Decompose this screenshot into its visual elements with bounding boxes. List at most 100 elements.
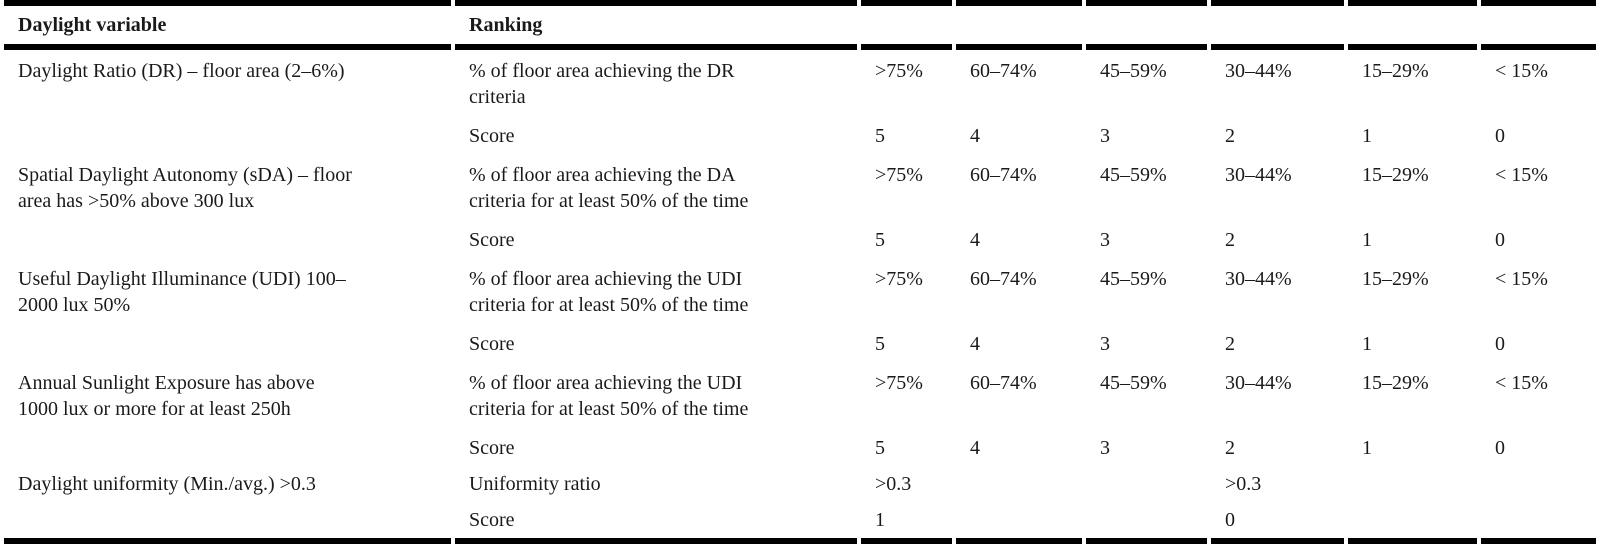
variable-spacer-cell — [4, 430, 451, 466]
header-spacer — [1481, 0, 1596, 50]
score-cell: 0 — [1211, 502, 1344, 544]
range-cell: 45–59% — [1100, 268, 1167, 290]
score-row: Score 1 0 — [4, 502, 1596, 544]
header-spacer — [956, 0, 1082, 50]
score-cell: 0 — [1495, 229, 1505, 251]
range-cell: >0.3 — [1225, 473, 1262, 495]
score-cell: 3 — [1100, 437, 1110, 459]
range-cell: 30–44% — [1225, 372, 1292, 394]
criteria-cell: % of floor area achieving the UDI criter… — [469, 372, 749, 420]
header-spacer — [1086, 0, 1207, 50]
range-cell: 30–44% — [1225, 164, 1292, 186]
score-cell: 1 — [1362, 333, 1372, 355]
range-cell: 30–44% — [1225, 268, 1292, 290]
score-row: Score 5 4 3 2 1 0 — [4, 326, 1596, 362]
score-cell: 5 — [875, 125, 885, 147]
criteria-row: Annual Sunlight Exposure has above 1000 … — [4, 362, 1596, 430]
range-cell: 60–74% — [970, 60, 1037, 82]
criteria-row: Spatial Daylight Autonomy (sDA) – floor … — [4, 154, 1596, 222]
score-cell: 0 — [1495, 437, 1505, 459]
range-cell — [956, 466, 1082, 502]
score-row: Score 5 4 3 2 1 0 — [4, 118, 1596, 154]
range-cell: 60–74% — [970, 372, 1037, 394]
score-cell: 2 — [1225, 333, 1235, 355]
criteria-row: Daylight Ratio (DR) – floor area (2–6%)%… — [4, 50, 1596, 118]
range-cell — [1086, 466, 1207, 502]
range-cell: < 15% — [1495, 372, 1548, 394]
range-cell: 15–29% — [1362, 372, 1429, 394]
range-cell: 15–29% — [1362, 164, 1429, 186]
criteria-row: Daylight uniformity (Min./avg.) >0.3 Unif… — [4, 466, 1596, 502]
variable-cell: Annual Sunlight Exposure has above 1000 … — [18, 372, 315, 420]
range-cell: 60–74% — [970, 164, 1037, 186]
score-cell — [1348, 502, 1477, 544]
score-cell: 4 — [970, 125, 980, 147]
range-cell: < 15% — [1495, 164, 1548, 186]
range-cell: 15–29% — [1362, 268, 1429, 290]
score-cell: 3 — [1100, 125, 1110, 147]
range-cell: 15–29% — [1362, 60, 1429, 82]
variable-cell: Daylight Ratio (DR) – floor area (2–6%) — [18, 60, 345, 82]
score-label-cell: Score — [469, 125, 515, 147]
header-spacer — [1348, 0, 1477, 50]
header-daylight-variable: Daylight variable — [4, 0, 451, 50]
range-cell: < 15% — [1495, 60, 1548, 82]
variable-cell: Useful Daylight Illuminance (UDI) 100– 2… — [18, 268, 346, 316]
score-label-cell: Score — [455, 502, 857, 544]
criteria-cell: % of floor area achieving the UDI criter… — [469, 268, 749, 316]
score-row: Score 5 4 3 2 1 0 — [4, 222, 1596, 258]
criteria-cell: % of floor area achieving the DA criteri… — [469, 164, 749, 212]
range-cell — [1481, 466, 1596, 502]
range-cell: >75% — [875, 372, 923, 394]
table-body: Daylight Ratio (DR) – floor area (2–6%)%… — [4, 50, 1596, 544]
score-cell: 0 — [1495, 125, 1505, 147]
score-cell: 2 — [1225, 437, 1235, 459]
criteria-cell: % of floor area achieving the DR criteri… — [469, 60, 735, 108]
score-row: Score 5 4 3 2 1 0 — [4, 430, 1596, 466]
score-cell: 3 — [1100, 229, 1110, 251]
header-row: Daylight variable Ranking — [4, 0, 1596, 50]
variable-cell: Daylight uniformity (Min./avg.) >0.3 — [18, 473, 316, 495]
variable-cell: Spatial Daylight Autonomy (sDA) – floor … — [18, 164, 352, 212]
score-cell: 2 — [1225, 229, 1235, 251]
score-cell: 1 — [1362, 437, 1372, 459]
variable-spacer-cell — [4, 326, 451, 362]
range-cell: 45–59% — [1100, 60, 1167, 82]
score-cell: 5 — [875, 333, 885, 355]
score-cell: 4 — [970, 333, 980, 355]
score-label-cell: Score — [469, 229, 515, 251]
range-cell: >75% — [875, 268, 923, 290]
score-cell: 0 — [1495, 333, 1505, 355]
variable-spacer-cell — [4, 222, 451, 258]
score-cell: 5 — [875, 229, 885, 251]
header-spacer — [1211, 0, 1344, 50]
score-cell: 4 — [970, 229, 980, 251]
score-cell: 5 — [875, 437, 885, 459]
range-cell: < 15% — [1495, 268, 1548, 290]
score-label-cell: Score — [469, 437, 515, 459]
range-cell: >75% — [875, 164, 923, 186]
score-cell — [1481, 502, 1596, 544]
score-cell: 1 — [1362, 125, 1372, 147]
range-cell: 60–74% — [970, 268, 1037, 290]
score-cell: 1 — [1362, 229, 1372, 251]
range-cell: >0.3 — [875, 473, 912, 495]
score-cell — [956, 502, 1082, 544]
criteria-cell: Uniformity ratio — [469, 473, 601, 495]
score-cell: 4 — [970, 437, 980, 459]
criteria-row: Useful Daylight Illuminance (UDI) 100– 2… — [4, 258, 1596, 326]
score-cell: 1 — [861, 502, 952, 544]
score-cell: 3 — [1100, 333, 1110, 355]
range-cell — [1348, 466, 1477, 502]
score-cell — [1086, 502, 1207, 544]
range-cell: 30–44% — [1225, 60, 1292, 82]
header-ranking: Ranking — [455, 0, 857, 50]
range-cell: 45–59% — [1100, 164, 1167, 186]
header-spacer — [861, 0, 952, 50]
variable-spacer-cell — [4, 118, 451, 154]
score-label-cell: Score — [469, 333, 515, 355]
score-cell: 2 — [1225, 125, 1235, 147]
range-cell: >75% — [875, 60, 923, 82]
range-cell: 45–59% — [1100, 372, 1167, 394]
